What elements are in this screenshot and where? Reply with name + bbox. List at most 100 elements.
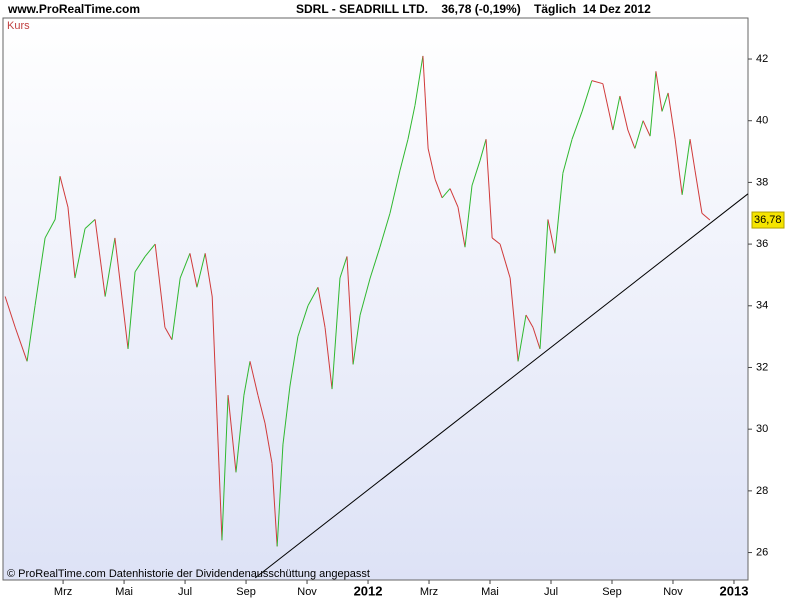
price-segment — [134, 256, 146, 273]
price-segment — [249, 361, 259, 396]
price-segment — [689, 139, 696, 171]
price-segment — [694, 169, 703, 214]
price-segment — [104, 237, 116, 297]
price-segment — [681, 139, 691, 195]
last-price-label: 36,78 — [754, 214, 782, 226]
price-segment — [441, 188, 451, 199]
price-segment — [235, 395, 245, 473]
price-segment — [539, 219, 549, 349]
price-segment — [227, 395, 237, 473]
price-segment — [471, 160, 481, 186]
x-tick-label: Nov — [663, 586, 683, 598]
price-segment — [457, 206, 466, 248]
price-segment — [196, 253, 206, 288]
y-tick-label: 30 — [756, 423, 768, 435]
price-segment — [389, 169, 401, 214]
site-name: www.ProRealTime.com — [7, 2, 140, 16]
price-segment — [264, 422, 273, 464]
price-segment — [164, 327, 173, 340]
price-segment — [346, 256, 354, 365]
price-segment — [591, 80, 603, 85]
price-segment — [179, 253, 191, 279]
y-tick-label: 26 — [756, 546, 768, 558]
y-tick-label: 32 — [756, 361, 768, 373]
price-segment — [491, 237, 501, 245]
price-segment — [399, 139, 409, 171]
footer: © ProRealTime.com Datenhistorie der Divi… — [7, 568, 370, 580]
plot-area — [2, 17, 749, 581]
price-segment — [359, 277, 371, 316]
x-tick-label: Sep — [236, 586, 256, 598]
price-segment — [171, 277, 181, 340]
price-segment — [127, 271, 136, 350]
price-segment — [339, 256, 348, 279]
x-tick-label: Sep — [602, 586, 622, 598]
price-segment — [271, 463, 278, 547]
price-segment — [67, 207, 76, 279]
price-segment — [84, 219, 96, 230]
price-segment — [627, 129, 636, 149]
price-segment — [422, 55, 429, 149]
price-segment — [619, 95, 629, 131]
price-segment — [331, 277, 341, 390]
x-tick-label: Mai — [481, 586, 499, 598]
price-segment — [257, 395, 266, 424]
price-segment — [554, 173, 564, 254]
x-tick-label: Mrz — [420, 586, 438, 598]
price-segment — [517, 314, 527, 362]
price-segment — [221, 395, 229, 541]
price-segment — [667, 92, 676, 140]
y-tick-label: 40 — [756, 115, 768, 127]
price-segment — [571, 111, 583, 140]
y-tick-label: 36 — [756, 238, 768, 250]
price-segment — [642, 120, 651, 137]
price-segment — [525, 314, 534, 328]
x-tick-label: Mai — [115, 586, 133, 598]
price-segment — [509, 277, 519, 362]
y-tick-label: 28 — [756, 485, 768, 497]
price-segment — [464, 185, 473, 248]
price-segment — [282, 385, 291, 445]
price-segment — [379, 213, 391, 248]
series-label: Kurs — [7, 20, 30, 32]
x-tick-label: Mrz — [54, 586, 72, 598]
price-segment — [485, 139, 493, 238]
price-segment — [211, 296, 223, 541]
y-tick-label: 34 — [756, 300, 768, 312]
price-segment — [581, 80, 593, 112]
price-segment — [532, 327, 541, 350]
price-segment — [407, 105, 416, 140]
chart-title: SDRL - SEADRILL LTD. 36,78 (-0,19%) Tägl… — [296, 2, 651, 16]
price-segment — [74, 228, 86, 279]
price-segment — [562, 139, 573, 174]
x-tick-label: Jul — [544, 586, 558, 598]
x-tick-label: Nov — [297, 586, 317, 598]
price-segment — [114, 237, 129, 350]
price-segment — [602, 83, 614, 131]
price-segment — [204, 253, 213, 297]
price-segment — [189, 253, 198, 288]
price-segment — [289, 336, 299, 387]
last-price-box — [751, 211, 785, 229]
price-segment — [317, 287, 326, 328]
price-segment — [54, 176, 61, 220]
price-segment — [655, 71, 663, 112]
price-segment — [701, 212, 711, 221]
price-segment — [14, 327, 28, 362]
price-segment — [414, 55, 424, 106]
price-segment — [479, 139, 487, 161]
price-segment — [26, 305, 36, 362]
price-segment — [4, 296, 16, 328]
price-segment — [307, 287, 319, 307]
x-tick-label: Jul — [178, 586, 192, 598]
price-segment — [634, 120, 644, 149]
trend-line — [254, 193, 749, 579]
price-segment — [154, 244, 166, 328]
price-segment — [427, 148, 436, 180]
price-segment — [94, 219, 106, 297]
price-segment — [324, 327, 333, 390]
x-tick-label: 2013 — [720, 583, 749, 598]
price-segment — [674, 139, 683, 195]
